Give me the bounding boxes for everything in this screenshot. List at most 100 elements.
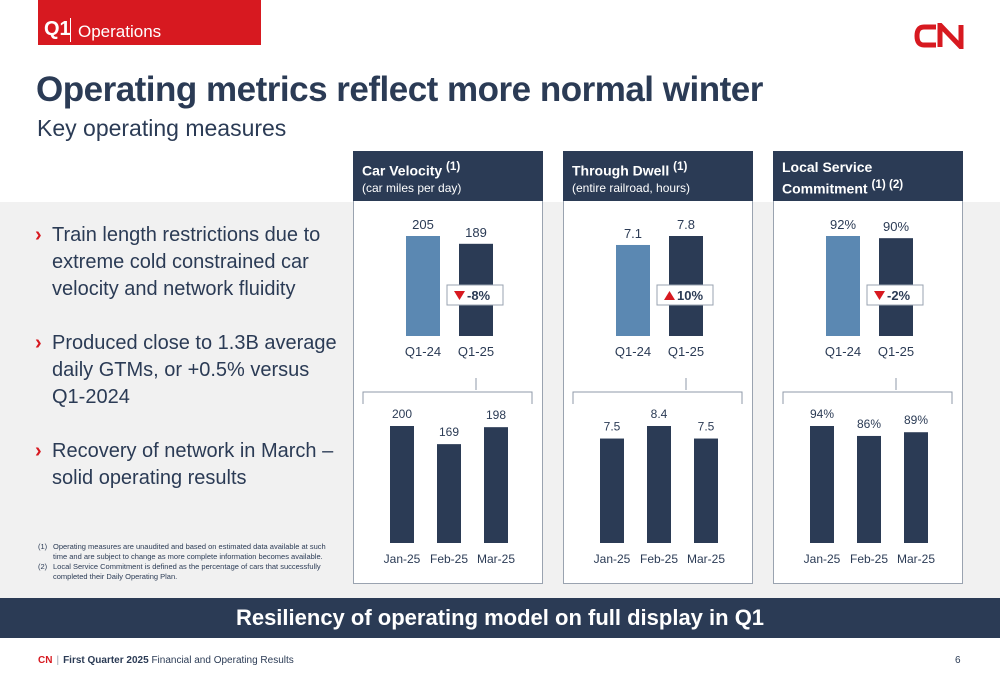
through-dwell-chart: 7.1 Q1-24 7.8 Q1-25 10% 7.5 Jan-25 8.4 Feb-25 7.5…: [572, 217, 743, 566]
bar: [904, 432, 928, 543]
panel-title-text: Local Service: [782, 159, 873, 175]
tick-label: Mar-25: [897, 552, 935, 566]
local-service-commitment-chart: 92% Q1-24 90% Q1-25 -2% 94% Jan-25 86% Feb-25 89%…: [782, 217, 953, 566]
bullet-item: › Train length restrictions due to extre…: [35, 222, 345, 303]
change-value: 10%: [677, 288, 703, 303]
bar: [810, 426, 834, 543]
panel-through-dwell: Through Dwell (1) (entire railroad, hour…: [563, 151, 753, 584]
tick-label: Q1-25: [878, 344, 914, 359]
data-label: 189: [465, 225, 487, 240]
bullet-item: › Produced close to 1.3B average daily G…: [35, 330, 345, 411]
tick-label: Q1-25: [458, 344, 494, 359]
change-value: -2%: [887, 288, 911, 303]
cn-logo: [914, 23, 964, 49]
page-number: 6: [955, 655, 961, 666]
panel-subtitle: (entire railroad, hours): [572, 180, 691, 195]
bar: [390, 426, 414, 543]
footer-brand: CN: [38, 655, 53, 666]
bracket-connector: [572, 378, 743, 404]
panel-local-service-commitment: Local Service Commitment (1) (2) 92% Q1-2…: [773, 151, 963, 584]
data-label: 94%: [810, 407, 834, 421]
panel-title-text: Car Velocity: [362, 162, 443, 179]
data-label: 205: [412, 217, 434, 232]
page-subtitle: Key operating measures: [37, 115, 287, 141]
tick-label: Mar-25: [477, 552, 515, 566]
tab-divider: [70, 18, 71, 42]
data-label: 8.4: [651, 407, 668, 421]
data-label: 198: [486, 408, 506, 422]
bottom-banner: Resiliency of operating model on full di…: [0, 598, 1000, 638]
tick-label: Mar-25: [687, 552, 725, 566]
panel-title-line: Commitment (1) (2): [782, 176, 954, 198]
panel-header: Local Service Commitment (1) (2): [773, 151, 963, 201]
data-label: 89%: [904, 413, 928, 427]
arrow-down-icon: [454, 291, 465, 300]
bar: [857, 435, 881, 543]
footer: CN | First Quarter 2025 Financial and Oper…: [38, 655, 294, 666]
bullet-text: Train length restrictions due to extreme…: [52, 224, 321, 300]
panel-title-text: Through Dwell: [572, 162, 670, 179]
bar: [647, 426, 671, 543]
bar: [484, 427, 508, 543]
data-label: 92%: [830, 217, 856, 232]
footnote-text: Local Service Commitment is defined as t…: [53, 562, 321, 581]
tick-label: Q1-24: [405, 344, 441, 359]
change-badge: [866, 284, 924, 306]
chevron-right-icon: ›: [35, 440, 42, 462]
data-label: 86%: [857, 417, 881, 431]
footnote: (1) Operating measures are unaudited and…: [38, 542, 338, 562]
panel-footnote-ref: (1): [673, 160, 688, 173]
change-badge: [446, 284, 504, 306]
panel-car-velocity: Car Velocity (1) (car miles per day) 205…: [353, 151, 543, 584]
bullet-item: › Recovery of network in March – solid o…: [35, 438, 345, 492]
bullet-text: Recovery of network in March – solid ope…: [52, 440, 334, 489]
panel-title: Local Service Commitment (1) (2): [782, 158, 954, 198]
chevron-right-icon: ›: [35, 224, 42, 246]
bullet-list: › Train length restrictions due to extre…: [35, 222, 345, 519]
panel-header: Car Velocity (1) (car miles per day): [353, 151, 543, 201]
bar: [437, 444, 461, 543]
panel-footnote-ref: (1): [446, 160, 461, 173]
footnotes: (1) Operating measures are unaudited and…: [38, 542, 338, 582]
footnote: (2) Local Service Commitment is defined …: [38, 562, 338, 582]
data-label: 7.5: [604, 420, 621, 434]
footnote-number: (2): [38, 562, 48, 571]
section-label: Operations: [78, 22, 162, 41]
footer-title: Financial and Operating Results: [148, 655, 294, 666]
bar: [406, 236, 440, 336]
panel-title: Through Dwell (1): [572, 158, 744, 180]
footnote-text: Operating measures are unaudited and bas…: [53, 542, 326, 561]
tick-label: Feb-25: [640, 552, 678, 566]
section-tab: Q1 Operations: [38, 0, 261, 45]
tick-label: Q1-24: [615, 344, 651, 359]
page-title: Operating metrics reflect more normal wi…: [36, 70, 763, 109]
panel-header: Through Dwell (1) (entire railroad, hour…: [563, 151, 753, 201]
panel-footnote-ref: (1) (2): [871, 178, 904, 191]
panel-subtitle: (car miles per day): [362, 180, 462, 195]
arrow-up-icon: [664, 291, 675, 300]
data-label: 7.5: [698, 420, 715, 434]
footer-separator: |: [56, 655, 60, 666]
bar: [826, 236, 860, 336]
footnote-number: (1): [38, 542, 48, 551]
quarter-label: Q1: [44, 18, 71, 40]
bracket-connector: [362, 378, 533, 404]
tick-label: Jan-25: [594, 552, 631, 566]
tick-label: Feb-25: [850, 552, 888, 566]
data-label: 7.1: [624, 226, 642, 241]
bracket-connector: [782, 378, 953, 404]
data-label: 7.8: [677, 217, 695, 232]
panel-title: Car Velocity (1): [362, 158, 534, 180]
chevron-right-icon: ›: [35, 332, 42, 354]
data-label: 90%: [883, 219, 909, 234]
tick-label: Q1-25: [668, 344, 704, 359]
footer-quarter: First Quarter 2025: [63, 655, 149, 666]
car-velocity-chart: 205 Q1-24 189 Q1-25 -8% 200 Jan-25 169 Feb-25 198…: [362, 217, 533, 566]
tick-label: Q1-24: [825, 344, 861, 359]
tick-label: Jan-25: [384, 552, 421, 566]
tick-label: Feb-25: [430, 552, 468, 566]
bar: [600, 438, 624, 543]
bar: [694, 438, 718, 543]
arrow-down-icon: [874, 291, 885, 300]
data-label: 169: [439, 425, 459, 439]
